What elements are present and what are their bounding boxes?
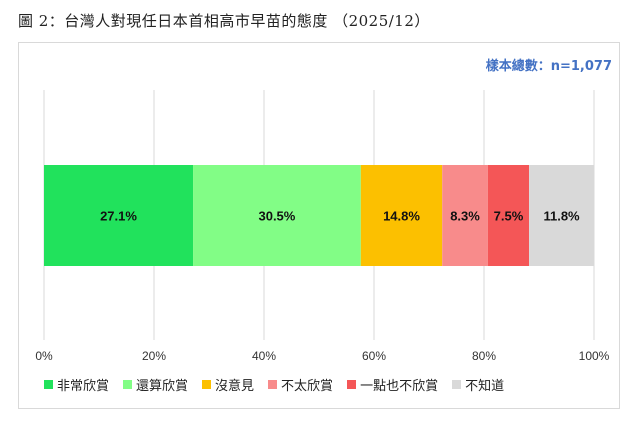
legend-item: 一點也不欣賞 (347, 375, 438, 394)
legend-label: 還算欣賞 (136, 378, 189, 394)
legend-swatch (347, 379, 357, 389)
chart-frame (18, 42, 620, 409)
legend-item: 還算欣賞 (123, 375, 188, 394)
legend-label: 一點也不欣賞 (360, 378, 439, 394)
bar-data-label: 11.8% (543, 209, 580, 224)
bar-segment (487, 165, 530, 266)
x-tick-label: 100% (579, 349, 610, 363)
legend-swatch (44, 379, 53, 389)
legend-label: 非常欣賞 (57, 378, 110, 394)
bar-segment (442, 165, 488, 266)
legend-label: 不太欣賞 (281, 378, 334, 394)
x-tick-label: 60% (362, 349, 386, 363)
legend-swatch (123, 379, 133, 389)
bar-segment (193, 165, 361, 266)
legend-swatch (268, 379, 278, 389)
x-tick-label: 40% (252, 349, 276, 363)
bar-data-label: 27.1% (100, 209, 137, 224)
legend: 非常欣賞 還算欣賞 沒意見 不太欣賞 一點也不欣賞 不知道 (44, 374, 504, 394)
bar-segment (360, 165, 443, 266)
bar-data-label: 14.8% (383, 209, 420, 224)
x-tick-label: 0% (35, 349, 53, 363)
legend-label: 沒意見 (215, 378, 255, 394)
bar-data-label: 8.3% (450, 209, 480, 224)
legend-item: 沒意見 (202, 375, 254, 394)
bar-segment (529, 165, 594, 266)
x-tick-label: 80% (472, 349, 496, 363)
bar-data-label: 30.5% (258, 209, 295, 224)
legend-swatch (202, 379, 212, 389)
legend-item: 不知道 (452, 375, 504, 394)
legend-item: 不太欣賞 (268, 375, 333, 394)
bar-segments: 27.1% 30.5% 14.8% 8.3% 7.5% 11.8% (44, 165, 594, 266)
sample-size-note: 樣本總數：n=1,077 (485, 59, 612, 74)
legend-item: 非常欣賞 (44, 375, 109, 394)
bar-data-label: 7.5% (494, 209, 524, 224)
x-axis-ticks: 0% 20% 40% 60% 80% 100% (35, 349, 609, 363)
x-tick-label: 20% (142, 349, 166, 363)
legend-label: 不知道 (465, 378, 505, 394)
legend-swatch (452, 379, 462, 389)
chart-title: 圖 2：台灣人對現任日本首相高市早苗的態度 （2025/12） (18, 12, 430, 30)
bar-segment (44, 165, 194, 266)
